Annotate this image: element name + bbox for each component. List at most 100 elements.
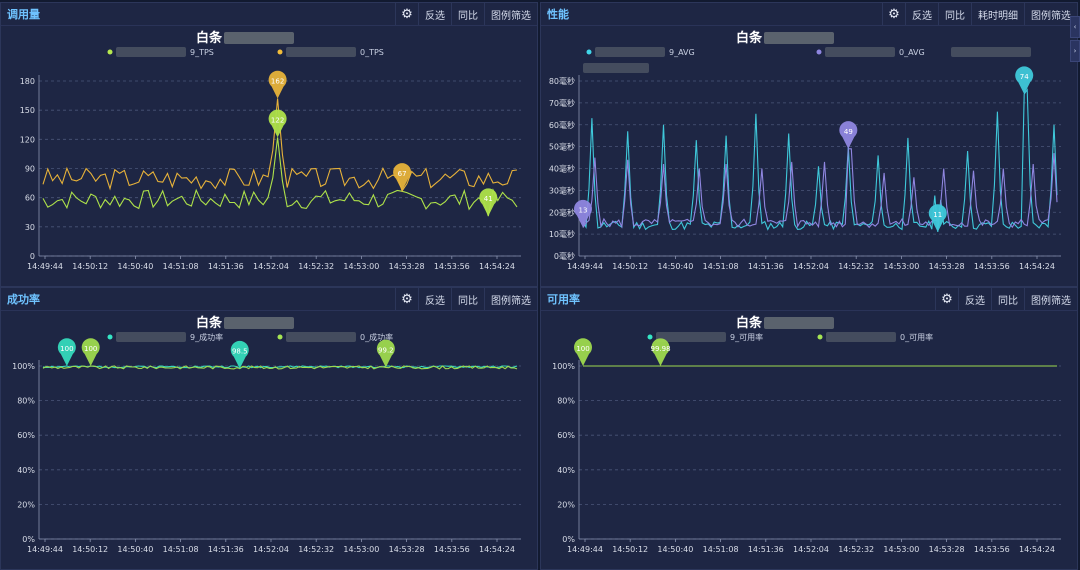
y-tick-label: 50毫秒 xyxy=(549,142,575,152)
marker-pin xyxy=(230,340,249,369)
yoy-button[interactable]: 同比 xyxy=(451,3,484,25)
marker-label: 67 xyxy=(398,170,407,178)
x-tick-label: 14:54:24 xyxy=(479,545,515,554)
x-tick-label: 14:52:32 xyxy=(838,545,874,554)
x-tick-label: 14:52:32 xyxy=(298,262,334,271)
redacted-legend-block xyxy=(116,47,186,57)
x-tick-label: 14:53:28 xyxy=(929,545,965,554)
gear-icon[interactable]: ⚙ xyxy=(395,3,418,25)
legend-label: 9_成功率 xyxy=(190,332,223,342)
invert-button[interactable]: 反选 xyxy=(958,288,991,310)
x-tick-label: 14:50:12 xyxy=(72,545,108,554)
marker-pin xyxy=(574,338,592,366)
marker-pin xyxy=(839,121,858,149)
x-tick-label: 14:52:32 xyxy=(838,262,874,271)
x-tick-label: 14:54:24 xyxy=(479,262,515,271)
series-line xyxy=(42,137,518,217)
y-tick-label: 60毫秒 xyxy=(549,120,575,130)
legend-filter-button[interactable]: 图例筛选 xyxy=(484,3,537,25)
side-scroll-tab[interactable]: ‹ xyxy=(1070,16,1080,38)
yoy-button[interactable]: 同比 xyxy=(451,288,484,310)
marker-pin xyxy=(1015,66,1034,95)
legend-filter-button[interactable]: 图例筛选 xyxy=(1024,3,1077,25)
gear-icon[interactable]: ⚙ xyxy=(882,3,905,25)
redacted-legend-block xyxy=(595,47,665,57)
marker-label: 11 xyxy=(933,211,942,219)
yoy-button[interactable]: 同比 xyxy=(938,3,971,25)
legend-dot xyxy=(816,49,822,55)
x-tick-label: 14:51:08 xyxy=(703,545,739,554)
marker-pin xyxy=(928,204,947,232)
legend-label: 0_AVG xyxy=(899,48,925,57)
toolbar: ⚙ 反选 同比 图例筛选 xyxy=(395,3,537,25)
y-tick-label: 120 xyxy=(20,135,35,144)
y-tick-label: 150 xyxy=(20,106,35,115)
marker-label: 122 xyxy=(271,116,284,124)
redacted-legend-block xyxy=(951,47,1031,57)
gear-icon[interactable]: ⚙ xyxy=(395,288,418,310)
redacted-legend-block xyxy=(825,47,895,57)
x-tick-label: 14:50:40 xyxy=(117,545,153,554)
x-tick-label: 14:54:24 xyxy=(1019,262,1055,271)
x-tick-label: 14:53:56 xyxy=(974,262,1010,271)
x-tick-label: 14:50:12 xyxy=(72,262,108,271)
gear-icon[interactable]: ⚙ xyxy=(935,288,958,310)
redacted-legend-block xyxy=(826,332,896,342)
x-tick-label: 14:52:32 xyxy=(298,545,334,554)
invert-button[interactable]: 反选 xyxy=(905,3,938,25)
x-tick-label: 14:53:00 xyxy=(343,545,379,554)
x-tick-label: 14:49:44 xyxy=(27,545,63,554)
panel-title: 性能 xyxy=(547,8,569,21)
x-tick-label: 14:52:04 xyxy=(253,545,289,554)
legend-label: 0_可用率 xyxy=(900,332,933,342)
invert-button[interactable]: 反选 xyxy=(418,3,451,25)
y-tick-label: 0% xyxy=(22,535,35,544)
y-tick-label: 100% xyxy=(12,362,35,371)
x-tick-label: 14:53:56 xyxy=(434,545,470,554)
series-line xyxy=(582,88,1058,232)
x-tick-label: 14:53:56 xyxy=(434,262,470,271)
marker-pin xyxy=(479,188,498,217)
y-tick-label: 40% xyxy=(557,466,575,475)
marker-label: 13 xyxy=(579,207,588,215)
y-tick-label: 20% xyxy=(557,500,575,509)
redacted-legend-block xyxy=(286,332,356,342)
panel-title: 调用量 xyxy=(7,8,40,21)
y-tick-label: 100% xyxy=(552,362,575,371)
marker-pin xyxy=(57,338,76,366)
marker-label: 49 xyxy=(844,128,853,136)
availability-panel: 可用率 ⚙ 反选 同比 图例筛选 白条 9_可用率 0_可用率 0% 20% 40% 60%… xyxy=(540,287,1078,570)
redacted-legend-block xyxy=(116,332,186,342)
side-scroll-tab[interactable]: › xyxy=(1070,40,1080,62)
legend-filter-button[interactable]: 图例筛选 xyxy=(1024,288,1077,310)
marker-pin xyxy=(393,163,412,191)
performance-panel-header: 性能 ⚙ 反选 同比 耗时明细 图例筛选 xyxy=(541,3,1077,26)
marker-label: 74 xyxy=(1020,73,1029,81)
x-tick-label: 14:53:00 xyxy=(343,262,379,271)
legend-dot xyxy=(107,49,113,55)
x-tick-label: 14:50:40 xyxy=(657,262,693,271)
invert-button[interactable]: 反选 xyxy=(418,288,451,310)
x-tick-label: 14:53:00 xyxy=(883,262,919,271)
y-tick-label: 0% xyxy=(562,535,575,544)
chart-title: 白条 xyxy=(736,30,763,46)
x-tick-label: 14:50:40 xyxy=(657,545,693,554)
x-tick-label: 14:53:28 xyxy=(929,262,965,271)
series-line xyxy=(582,148,1058,229)
redacted-title-block xyxy=(224,317,294,329)
redacted-legend-block xyxy=(583,63,649,73)
toolbar: ⚙ 反选 同比 图例筛选 xyxy=(395,288,537,310)
redacted-legend-block xyxy=(286,47,356,57)
panel-title: 成功率 xyxy=(7,293,40,306)
latency-detail-button[interactable]: 耗时明细 xyxy=(971,3,1024,25)
legend-label: 9_AVG xyxy=(669,48,695,57)
marker-pin xyxy=(376,339,395,368)
y-tick-label: 60% xyxy=(557,431,575,440)
yoy-button[interactable]: 同比 xyxy=(991,288,1024,310)
marker-pin xyxy=(268,70,287,99)
y-tick-label: 40% xyxy=(17,466,35,475)
calls-panel-header: 调用量 ⚙ 反选 同比 图例筛选 xyxy=(1,3,537,26)
y-tick-label: 40毫秒 xyxy=(549,164,575,174)
legend-filter-button[interactable]: 图例筛选 xyxy=(484,288,537,310)
x-tick-label: 14:51:36 xyxy=(208,262,244,271)
